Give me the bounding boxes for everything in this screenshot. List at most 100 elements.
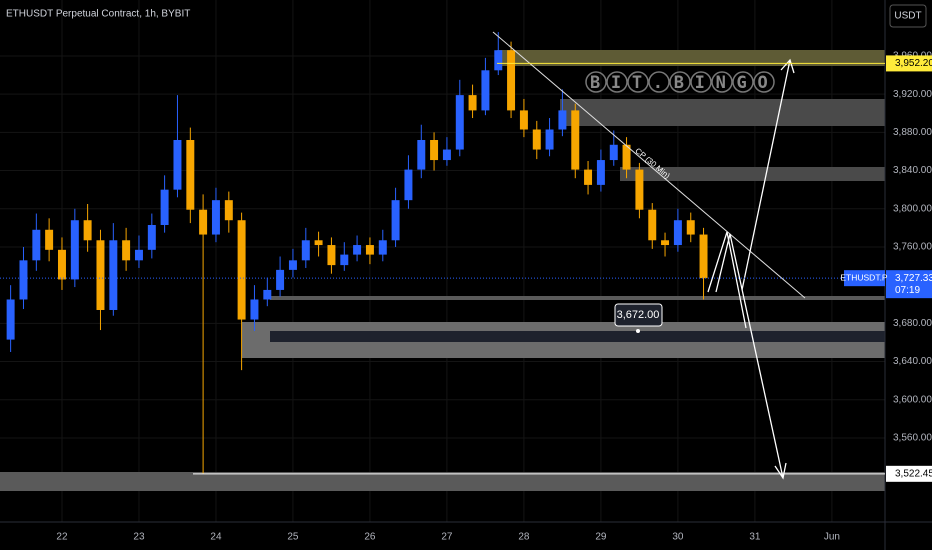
candle-body xyxy=(391,200,400,241)
candle-body xyxy=(32,229,41,261)
zone xyxy=(560,99,885,126)
watermark-circle xyxy=(585,71,607,93)
candle-body xyxy=(635,169,644,210)
callout-point xyxy=(636,329,640,334)
candle-body xyxy=(519,110,528,130)
symbol-tag: ETHUSDT.P xyxy=(840,272,888,282)
candle-body xyxy=(186,140,195,210)
x-tick-label: 27 xyxy=(441,532,453,543)
candle-body xyxy=(122,240,131,261)
candle-body xyxy=(507,50,516,111)
candle-body xyxy=(211,200,220,235)
candle-body xyxy=(455,95,464,150)
candle-body xyxy=(365,245,374,255)
candle-body xyxy=(134,249,143,261)
candle-body xyxy=(250,299,259,320)
price-label-box xyxy=(886,55,932,72)
watermark-text: BIT.BINGO xyxy=(590,73,778,93)
x-tick-label: 24 xyxy=(210,532,222,543)
candle-body xyxy=(353,245,362,255)
candle-body xyxy=(584,169,593,185)
candle-body xyxy=(532,129,541,150)
x-tick-label: 28 xyxy=(518,532,530,543)
y-tick-label: 3,840.00 xyxy=(893,165,932,176)
price-label: 3,522.45 xyxy=(895,468,932,479)
countdown: 07:19 xyxy=(895,285,920,296)
candle-body xyxy=(301,240,310,261)
candle-body xyxy=(661,240,670,246)
candle-body xyxy=(404,169,413,201)
candle-body xyxy=(442,149,451,161)
candle-body xyxy=(147,224,156,250)
price-label-box xyxy=(886,270,932,299)
overlay: 3,560.00 3,600.00 3,640.00 3,680.00 3,760.00… xyxy=(0,51,932,543)
callout-label: 3,672.00 xyxy=(617,309,660,321)
price-label-box xyxy=(886,465,932,482)
x-tick-label: 30 xyxy=(672,532,684,543)
arrow-path xyxy=(707,231,747,329)
y-tick-label: 3,640.00 xyxy=(893,356,932,367)
candle-body xyxy=(6,299,15,340)
y-tick-label: 3,760.00 xyxy=(893,242,932,253)
x-tick-label: 29 xyxy=(595,532,607,543)
candle-body xyxy=(70,220,79,280)
chart-title: ETHUSDT Perpetual Contract, 1h, BYBIT xyxy=(6,9,190,20)
x-tick-label: 25 xyxy=(287,532,299,543)
candle-body xyxy=(609,144,618,161)
zone xyxy=(270,296,885,300)
x-axis-panel xyxy=(0,522,932,550)
currency-box xyxy=(889,4,927,28)
candle-body xyxy=(648,209,657,241)
callout-box xyxy=(614,303,663,327)
watermark-circle xyxy=(753,71,775,93)
candle-body xyxy=(468,95,477,111)
candle-body xyxy=(57,249,66,280)
candle-body xyxy=(673,220,682,246)
candle-body xyxy=(417,140,426,170)
candle-body xyxy=(699,234,708,279)
x-tick-label: 31 xyxy=(749,532,761,543)
candle-body xyxy=(545,129,554,150)
x-tick-label: Jun xyxy=(824,532,840,543)
x-tick-label: 22 xyxy=(56,532,68,543)
zone xyxy=(0,472,885,491)
watermark-circle xyxy=(648,71,670,93)
candle-body xyxy=(160,189,169,225)
arrow-up xyxy=(741,58,795,291)
y-tick-label: 3,920.00 xyxy=(893,89,932,100)
candle-body xyxy=(263,289,272,300)
candle-body xyxy=(430,140,439,161)
candle-body xyxy=(83,220,92,241)
candle-body xyxy=(224,200,233,221)
watermark-circle xyxy=(711,71,733,93)
watermark-circle xyxy=(690,71,712,93)
x-tick-label: 23 xyxy=(133,532,145,543)
currency: USDT xyxy=(894,11,921,22)
y-tick-label: 3,600.00 xyxy=(893,394,932,405)
price-label: 3,727.33 xyxy=(895,273,932,284)
candle-body xyxy=(199,209,208,235)
candle-body xyxy=(571,110,580,170)
zones xyxy=(0,50,885,491)
watermark-circle xyxy=(732,71,754,93)
candle-body xyxy=(327,245,336,266)
candle-body xyxy=(622,144,631,170)
symbol-tag-box xyxy=(844,270,885,287)
candle-body xyxy=(494,50,503,71)
candle-body xyxy=(686,220,695,235)
trendline xyxy=(492,31,806,299)
watermark-circle xyxy=(606,71,628,93)
candle-body xyxy=(276,269,285,290)
candle-body xyxy=(19,260,28,300)
zone xyxy=(270,331,885,342)
candle-body xyxy=(96,240,105,310)
drawings xyxy=(492,31,806,480)
price-label: 3,952.20 xyxy=(895,58,932,69)
watermark-circle xyxy=(627,71,649,93)
candle-body xyxy=(340,254,349,266)
candle-body xyxy=(378,240,387,255)
candle-body xyxy=(481,70,490,111)
candles xyxy=(6,32,708,474)
